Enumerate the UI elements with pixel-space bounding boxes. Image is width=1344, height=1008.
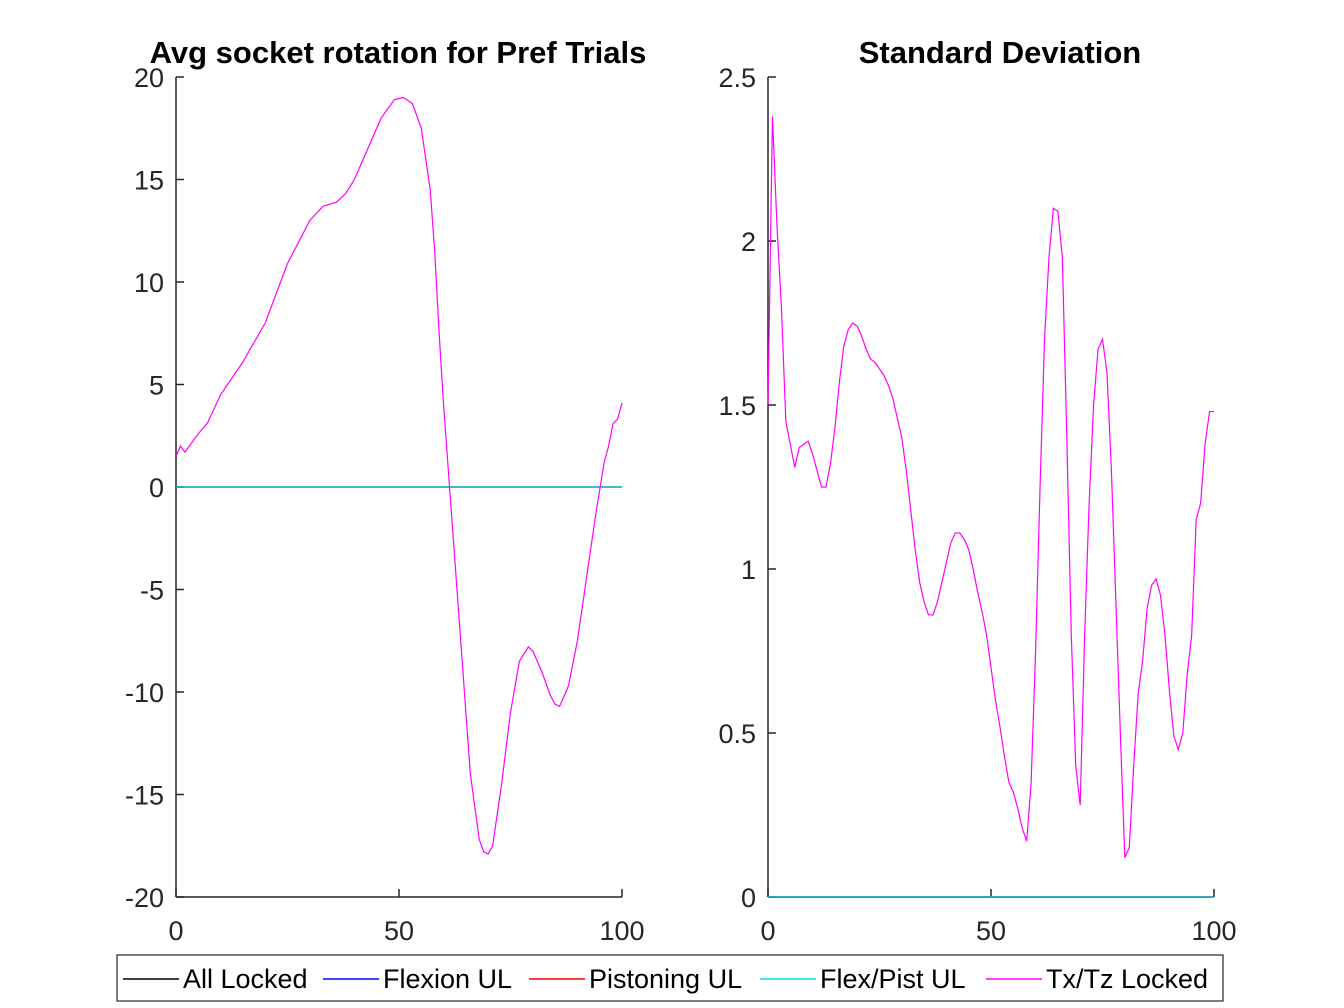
y-tick-label: 0: [741, 883, 756, 913]
x-tick-label: 0: [760, 916, 775, 946]
chart-title: Avg socket rotation for Pref Trials: [150, 35, 647, 70]
chart-title: Standard Deviation: [859, 35, 1142, 70]
y-tick-label: 5: [149, 371, 164, 401]
y-tick-label: 2.5: [718, 63, 756, 93]
x-tick-label: 100: [599, 916, 644, 946]
y-tick-label: 10: [134, 268, 164, 298]
y-tick-label: 2: [741, 227, 756, 257]
legend-entry: All Locked: [123, 964, 308, 994]
series-line-tx-tz-locked: [175, 96, 623, 855]
y-tick-label: -20: [125, 883, 164, 913]
y-tick-label: 20: [134, 63, 164, 93]
legend-label: All Locked: [183, 964, 308, 994]
legend: All Locked Flexion UL Pistoning UL Flex/…: [116, 954, 1224, 1002]
legend-label: Flexion UL: [383, 964, 512, 994]
x-tick-label: 0: [168, 916, 183, 946]
x-tick-label: 50: [976, 916, 1006, 946]
y-tick-label: 0.5: [718, 719, 756, 749]
y-tick-label: 1: [741, 555, 756, 585]
y-tick-label: 15: [134, 166, 164, 196]
legend-box: [116, 954, 1224, 1002]
y-tick-label: -15: [125, 781, 164, 811]
legend-label: Flex/Pist UL: [820, 964, 966, 994]
y-tick-label: -10: [125, 678, 164, 708]
legend-label: Tx/Tz Locked: [1046, 964, 1208, 994]
legend-entry: Pistoning UL: [529, 964, 742, 994]
series-line-tx-tz-locked: [767, 116, 1214, 858]
legend-entry: Flex/Pist UL: [760, 964, 966, 994]
y-tick-label: -5: [140, 576, 164, 606]
legend-entry: Flexion UL: [323, 964, 512, 994]
legend-label: Pistoning UL: [589, 964, 742, 994]
y-tick-label: 1.5: [718, 391, 756, 421]
plot-area: -20 -15 -10 -5 0 5 10 15 20 0 50 100: [125, 63, 645, 946]
x-tick-label: 50: [384, 916, 414, 946]
chart-avg-socket-rotation: Avg socket rotation for Pref Trials -20-…: [125, 35, 646, 946]
x-tick-label: 100: [1191, 916, 1236, 946]
plot-area: 0 0.5 1 1.5 2 2.5 0 50 100: [718, 63, 1236, 946]
legend-entry: Tx/Tz Locked: [986, 964, 1208, 994]
chart-standard-deviation: Standard Deviation 0 0.5 1 1.5 2 2.5 0 50 100: [718, 35, 1236, 946]
y-tick-label: 0: [149, 473, 164, 503]
